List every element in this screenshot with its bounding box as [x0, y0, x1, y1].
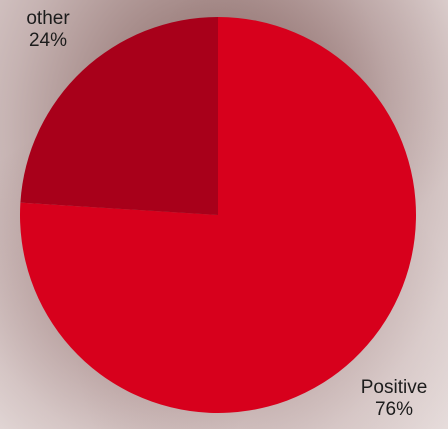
slice-label-other-value: 24%: [28, 30, 68, 51]
slice-label-positive: Positive 76%: [344, 377, 444, 421]
slice-label-positive-value: 76%: [374, 399, 414, 420]
slice-label-other: other 24%: [0, 8, 96, 52]
pie-slice-other: [20, 17, 219, 215]
slice-label-other-name: other: [26, 8, 70, 29]
slice-label-positive-name: Positive: [360, 377, 428, 398]
